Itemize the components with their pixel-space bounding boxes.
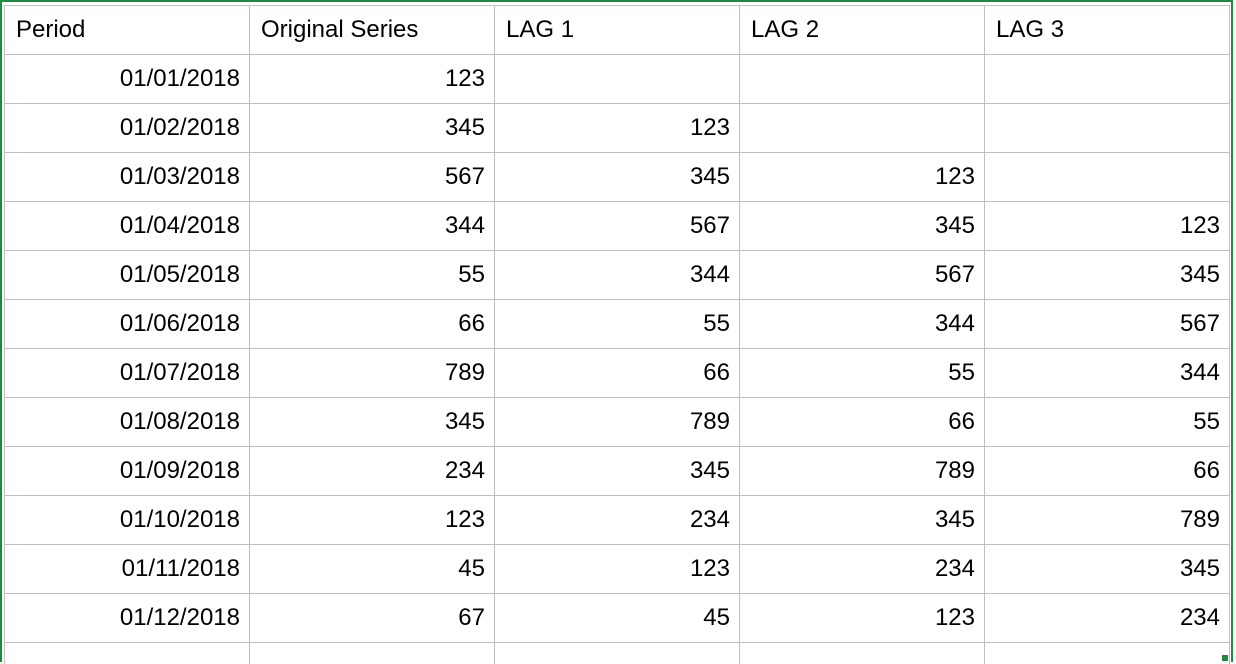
cell-original-series[interactable]: 123 bbox=[249, 495, 495, 545]
cell-original-series[interactable]: 567 bbox=[249, 152, 495, 202]
table-row: 01/03/2018 567 345 123 bbox=[4, 152, 1230, 202]
cell-period[interactable]: 01/06/2018 bbox=[4, 299, 250, 349]
cell-original-series[interactable]: 45 bbox=[249, 544, 495, 594]
table-row: 01/10/2018 123 234 345 789 bbox=[4, 495, 1230, 545]
cell-period[interactable] bbox=[4, 642, 250, 664]
column-header-lag-2[interactable]: LAG 2 bbox=[739, 5, 985, 55]
cell-lag-1[interactable]: 234 bbox=[494, 495, 740, 545]
cell-period[interactable]: 01/09/2018 bbox=[4, 446, 250, 496]
table-row: 01/09/2018 234 345 789 66 bbox=[4, 446, 1230, 496]
cell-lag-3[interactable] bbox=[984, 54, 1230, 104]
cell-lag-1[interactable]: 45 bbox=[494, 593, 740, 643]
cell-lag-2[interactable]: 123 bbox=[739, 593, 985, 643]
cell-original-series[interactable]: 234 bbox=[249, 446, 495, 496]
cell-original-series[interactable]: 67 bbox=[249, 593, 495, 643]
cell-lag-1[interactable]: 344 bbox=[494, 250, 740, 300]
cell-lag-2[interactable]: 66 bbox=[739, 397, 985, 447]
cell-lag-1[interactable]: 567 bbox=[494, 201, 740, 251]
cell-lag-3[interactable]: 234 bbox=[984, 593, 1230, 643]
cell-period[interactable]: 01/03/2018 bbox=[4, 152, 250, 202]
cell-original-series[interactable]: 789 bbox=[249, 348, 495, 398]
table-row: 01/04/2018 344 567 345 123 bbox=[4, 201, 1230, 251]
cell-original-series[interactable]: 123 bbox=[249, 54, 495, 104]
cell-period[interactable]: 01/05/2018 bbox=[4, 250, 250, 300]
cell-lag-3[interactable]: 344 bbox=[984, 348, 1230, 398]
cell-lag-2[interactable]: 123 bbox=[739, 152, 985, 202]
cell-lag-1[interactable] bbox=[494, 642, 740, 664]
table-row: 01/06/2018 66 55 344 567 bbox=[4, 299, 1230, 349]
cell-period[interactable]: 01/12/2018 bbox=[4, 593, 250, 643]
cell-period[interactable]: 01/04/2018 bbox=[4, 201, 250, 251]
cell-lag-3[interactable]: 345 bbox=[984, 250, 1230, 300]
cell-original-series[interactable]: 55 bbox=[249, 250, 495, 300]
cell-lag-3[interactable] bbox=[984, 642, 1230, 664]
cell-period[interactable]: 01/07/2018 bbox=[4, 348, 250, 398]
cell-period[interactable]: 01/01/2018 bbox=[4, 54, 250, 104]
cell-lag-2[interactable] bbox=[739, 642, 985, 664]
cell-lag-2[interactable]: 344 bbox=[739, 299, 985, 349]
column-header-period[interactable]: Period bbox=[4, 5, 250, 55]
column-header-lag-3[interactable]: LAG 3 bbox=[984, 5, 1230, 55]
header-row: Period Original Series LAG 1 LAG 2 LAG 3 bbox=[4, 5, 1230, 55]
cell-lag-2[interactable] bbox=[739, 54, 985, 104]
cell-lag-2[interactable] bbox=[739, 103, 985, 153]
cell-lag-3[interactable]: 567 bbox=[984, 299, 1230, 349]
column-header-lag-1[interactable]: LAG 1 bbox=[494, 5, 740, 55]
cell-lag-1[interactable]: 55 bbox=[494, 299, 740, 349]
cell-period[interactable]: 01/02/2018 bbox=[4, 103, 250, 153]
table-row: 01/11/2018 45 123 234 345 bbox=[4, 544, 1230, 594]
cell-lag-3[interactable] bbox=[984, 152, 1230, 202]
table-row: 01/07/2018 789 66 55 344 bbox=[4, 348, 1230, 398]
cell-original-series[interactable]: 344 bbox=[249, 201, 495, 251]
cell-lag-3[interactable]: 789 bbox=[984, 495, 1230, 545]
column-header-original-series[interactable]: Original Series bbox=[249, 5, 495, 55]
cell-lag-2[interactable]: 789 bbox=[739, 446, 985, 496]
table-row: 01/02/2018 345 123 bbox=[4, 103, 1230, 153]
cell-lag-1[interactable]: 345 bbox=[494, 446, 740, 496]
cell-lag-2[interactable]: 345 bbox=[739, 495, 985, 545]
cell-lag-1[interactable] bbox=[494, 54, 740, 104]
table-row: 01/08/2018 345 789 66 55 bbox=[4, 397, 1230, 447]
cell-period[interactable]: 01/11/2018 bbox=[4, 544, 250, 594]
cell-lag-3[interactable] bbox=[984, 103, 1230, 153]
cell-original-series[interactable]: 66 bbox=[249, 299, 495, 349]
cell-lag-1[interactable]: 789 bbox=[494, 397, 740, 447]
cell-lag-1[interactable]: 66 bbox=[494, 348, 740, 398]
cell-lag-1[interactable]: 123 bbox=[494, 544, 740, 594]
table-row: 01/01/2018 123 bbox=[4, 54, 1230, 104]
data-table: Period Original Series LAG 1 LAG 2 LAG 3 01/… bbox=[4, 5, 1230, 664]
cell-lag-3[interactable]: 123 bbox=[984, 201, 1230, 251]
cell-original-series[interactable]: 345 bbox=[249, 103, 495, 153]
cell-lag-2[interactable]: 234 bbox=[739, 544, 985, 594]
cell-lag-3[interactable]: 55 bbox=[984, 397, 1230, 447]
cell-period[interactable]: 01/10/2018 bbox=[4, 495, 250, 545]
cell-original-series[interactable]: 345 bbox=[249, 397, 495, 447]
cell-lag-1[interactable]: 345 bbox=[494, 152, 740, 202]
cell-lag-2[interactable]: 345 bbox=[739, 201, 985, 251]
table-body: 01/01/2018 123 01/02/2018 345 123 01/03/2018 5… bbox=[4, 54, 1230, 664]
cell-lag-2[interactable]: 567 bbox=[739, 250, 985, 300]
table-row: 01/05/2018 55 344 567 345 bbox=[4, 250, 1230, 300]
table-row bbox=[4, 642, 1230, 664]
cell-lag-2[interactable]: 55 bbox=[739, 348, 985, 398]
cell-lag-1[interactable]: 123 bbox=[494, 103, 740, 153]
cell-period[interactable]: 01/08/2018 bbox=[4, 397, 250, 447]
table-row: 01/12/2018 67 45 123 234 bbox=[4, 593, 1230, 643]
cell-original-series[interactable] bbox=[249, 642, 495, 664]
cell-lag-3[interactable]: 345 bbox=[984, 544, 1230, 594]
cell-lag-3[interactable]: 66 bbox=[984, 446, 1230, 496]
